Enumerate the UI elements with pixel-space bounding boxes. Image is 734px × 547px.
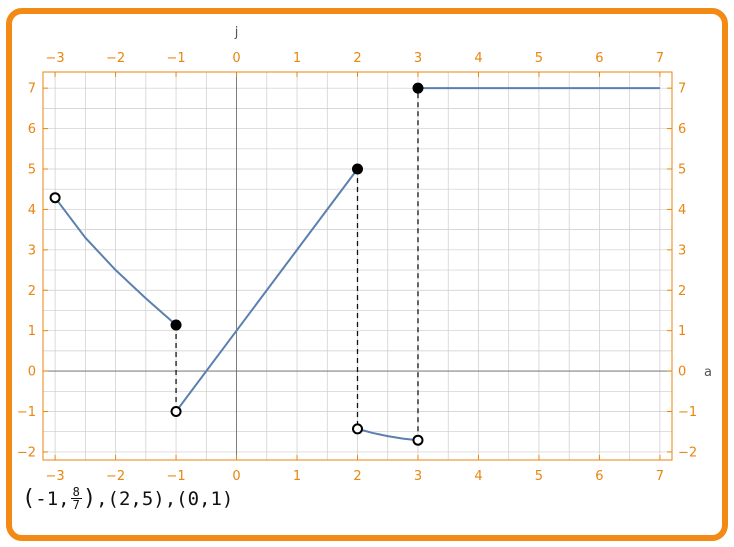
y-tick-label-right: 5 <box>678 163 686 178</box>
y-tick-label-left: 0 <box>28 365 36 380</box>
filled-point <box>170 319 182 331</box>
y-tick-label-right: 2 <box>678 284 686 299</box>
caption-point3: (0,1) <box>176 487 234 510</box>
x-tick-label-bottom: 4 <box>474 469 482 484</box>
x-tick-label-top: 5 <box>535 51 543 66</box>
x-tick-label-top: 6 <box>595 51 603 66</box>
y-tick-label-right: 4 <box>678 203 686 218</box>
y-tick-label-right: −1 <box>678 405 697 420</box>
x-tick-label-top: −1 <box>166 51 185 66</box>
x-tick-label-top: 7 <box>656 51 664 66</box>
x-tick-label-bottom: 2 <box>353 469 361 484</box>
y-tick-label-left: 3 <box>28 243 36 258</box>
series-segment <box>357 427 419 442</box>
caption-paren-close: ) <box>82 486 97 511</box>
caption-fraction-denominator: 7 <box>72 498 80 512</box>
x-tick-label-bottom: −3 <box>46 469 65 484</box>
x-tick-label-bottom: 3 <box>414 469 422 484</box>
series-segment <box>54 197 177 326</box>
points-caption: ( -1, 8 7 ) , (2,5) , (0,1) <box>22 486 233 511</box>
open-point <box>170 406 182 417</box>
y-tick-label-left: 4 <box>28 203 36 218</box>
filled-point <box>352 163 363 175</box>
y-tick-label-left: 5 <box>28 163 36 178</box>
caption-paren-open: ( <box>22 486 36 511</box>
y-tick-label-right: 6 <box>678 122 686 137</box>
x-tick-label-bottom: −2 <box>106 469 125 484</box>
y-tick-label-left: −1 <box>17 405 36 420</box>
open-point <box>49 192 61 204</box>
x-axis-label: a <box>704 365 712 380</box>
caption-fraction: 8 7 <box>70 485 82 512</box>
y-tick-label-left: −2 <box>17 445 36 460</box>
x-tick-label-top: 0 <box>232 51 240 66</box>
x-tick-label-top: 2 <box>353 51 361 66</box>
x-tick-label-bottom: −1 <box>166 469 185 484</box>
y-tick-label-right: 0 <box>678 365 686 380</box>
filled-point <box>412 82 424 94</box>
x-tick-label-top: 1 <box>293 51 301 66</box>
y-tick-label-left: 7 <box>28 82 36 97</box>
caption-fraction-numerator: 8 <box>70 485 82 499</box>
y-tick-label-right: 1 <box>678 324 686 339</box>
y-tick-label-left: 6 <box>28 122 36 137</box>
y-tick-label-right: −2 <box>678 445 697 460</box>
x-tick-label-top: 4 <box>474 51 482 66</box>
caption-separator: , <box>96 487 108 510</box>
y-tick-label-left: 1 <box>28 324 36 339</box>
x-tick-label-bottom: 0 <box>232 469 240 484</box>
series-segment <box>175 168 359 413</box>
x-tick-label-top: 3 <box>414 51 422 66</box>
x-tick-label-bottom: 1 <box>293 469 301 484</box>
y-tick-label-right: 7 <box>678 82 686 97</box>
x-tick-label-bottom: 7 <box>656 469 664 484</box>
open-point <box>412 434 424 446</box>
x-tick-label-bottom: 5 <box>535 469 543 484</box>
caption-separator: , <box>164 487 177 510</box>
caption-point1-x: -1, <box>35 487 70 510</box>
y-tick-label-right: 3 <box>678 243 686 258</box>
x-tick-label-top: −3 <box>46 51 65 66</box>
x-tick-label-bottom: 6 <box>595 469 603 484</box>
open-point <box>352 423 363 435</box>
caption-point2: (2,5) <box>107 487 165 510</box>
x-tick-label-top: −2 <box>106 51 125 66</box>
y-tick-label-left: 2 <box>28 284 36 299</box>
y-axis-label: j <box>234 25 239 40</box>
